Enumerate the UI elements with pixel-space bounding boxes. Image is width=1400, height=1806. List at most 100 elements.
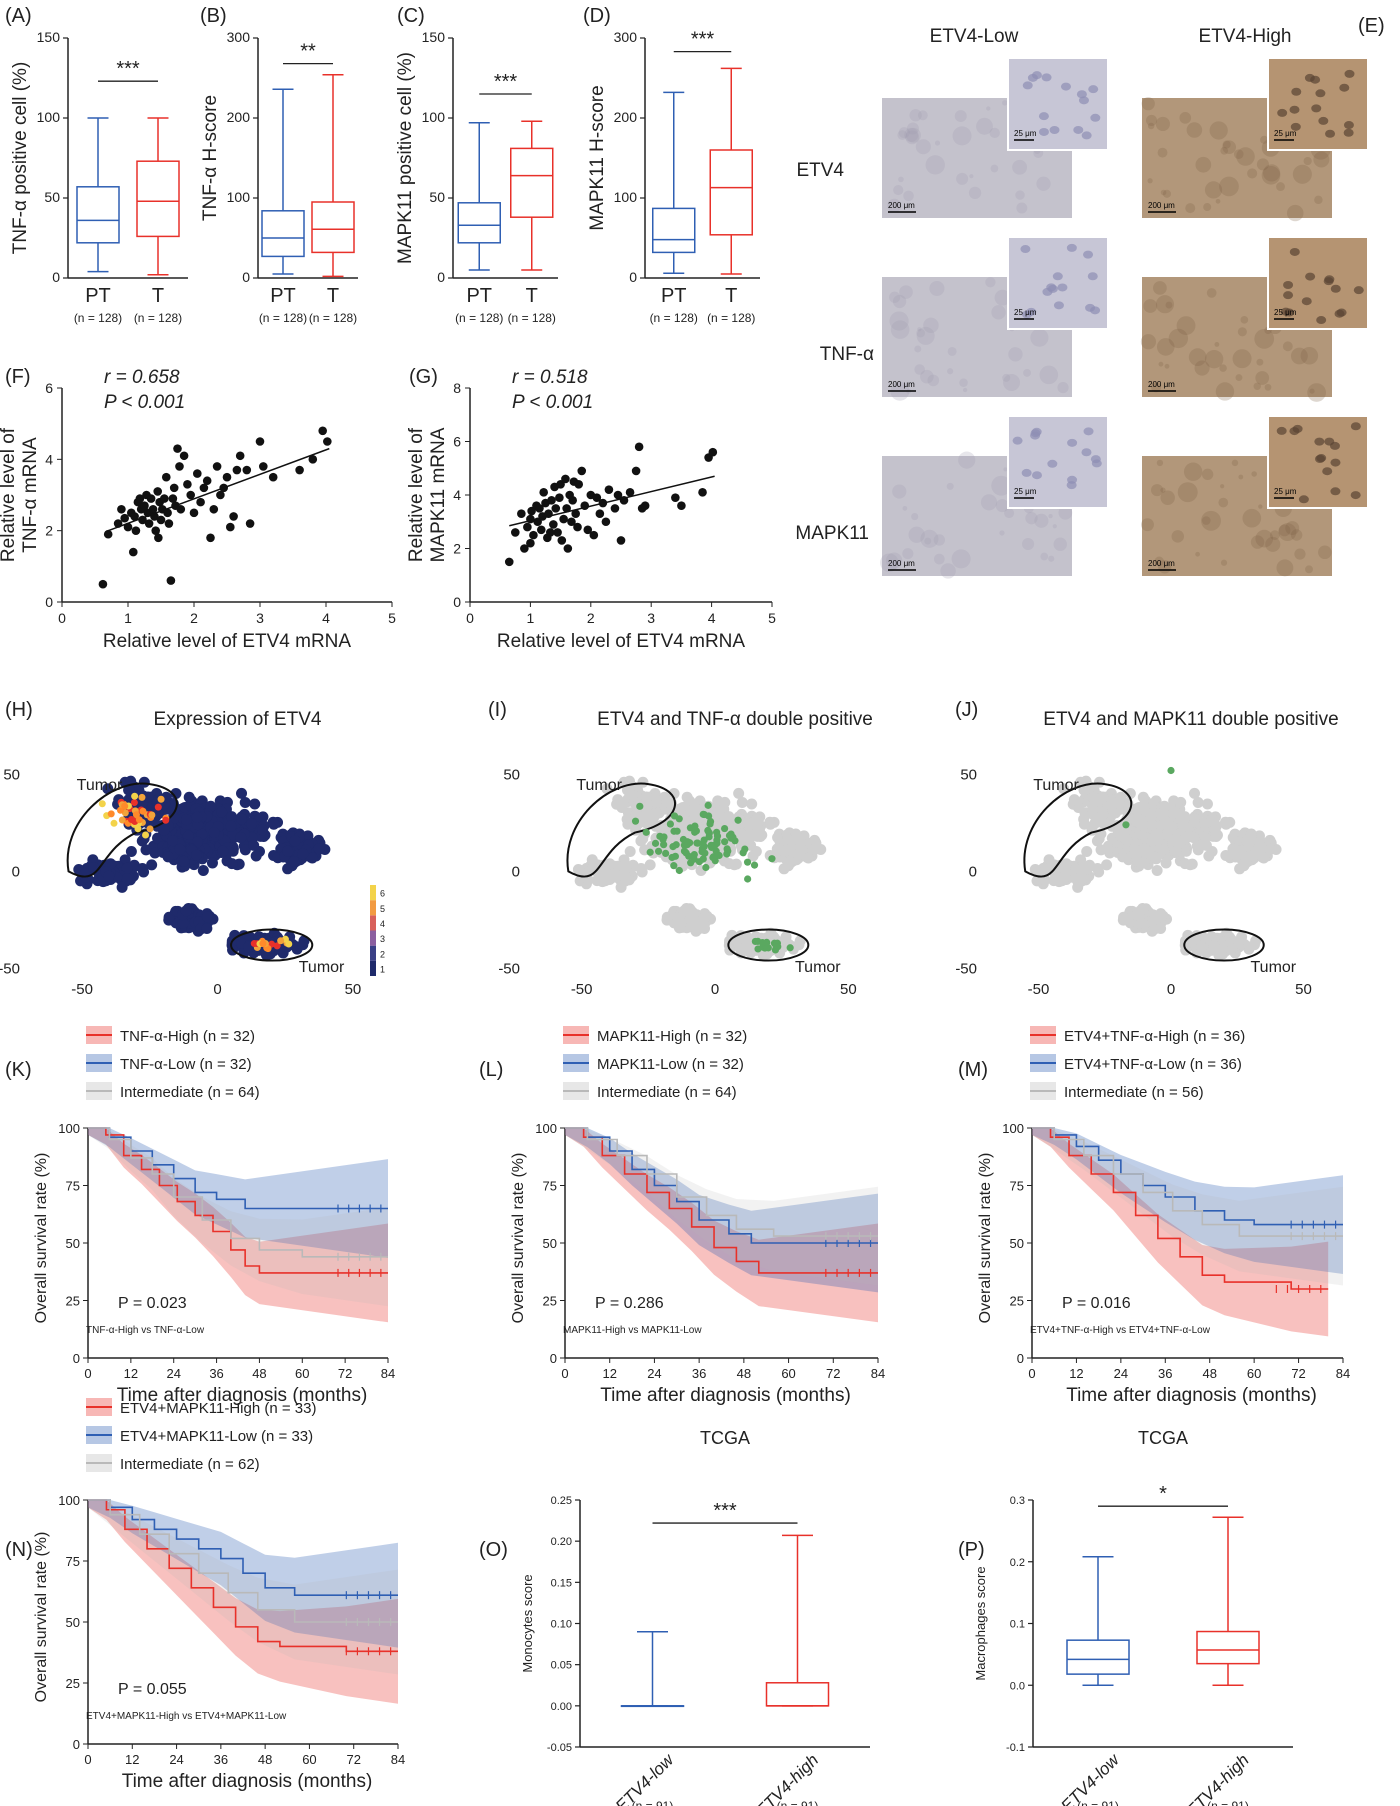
x-tick-label: 60 <box>302 1752 316 1767</box>
data-point <box>561 474 570 484</box>
cell-point <box>1113 824 1125 836</box>
cell-point <box>740 941 752 953</box>
ihc-texture <box>1294 548 1306 560</box>
cell-point <box>182 830 194 842</box>
x-tick-label: 72 <box>826 1366 840 1381</box>
cell-point <box>586 854 598 866</box>
r-label: r = 0.658 <box>104 367 180 388</box>
ihc-nucleus <box>1316 316 1327 325</box>
chart-K: (K) 0 25 50 75 100 0 12 24 36 48 60 72 84 Time after d… <box>5 1026 395 1406</box>
ihc-texture <box>1052 524 1057 529</box>
cell-point <box>1265 843 1277 855</box>
ihc-texture <box>899 285 913 299</box>
ihc-column-high: ETV4-High <box>1199 26 1292 47</box>
data-point <box>677 501 686 511</box>
ihc-texture <box>916 326 935 345</box>
ihc-texture <box>1201 468 1214 480</box>
cell-point <box>226 811 238 823</box>
data-point <box>268 472 278 482</box>
x-tick-label: 12 <box>124 1366 138 1381</box>
ihc-texture <box>956 172 969 185</box>
data-point <box>604 485 614 494</box>
ihc-texture <box>1209 121 1228 140</box>
y-tick-label: 100 <box>1002 1121 1024 1136</box>
cell-point <box>1182 929 1194 941</box>
ihc-texture <box>1206 288 1217 298</box>
region-label: Tumor <box>77 777 123 794</box>
y-tick-label: 0.25 <box>551 1495 572 1507</box>
double-positive-point <box>713 828 721 836</box>
x-tick-label: 84 <box>391 1752 405 1767</box>
expression-point <box>148 811 156 819</box>
data-point <box>179 451 189 461</box>
ihc-texture <box>995 499 1009 513</box>
ihc-texture <box>962 387 968 393</box>
ihc-texture <box>1039 365 1059 385</box>
ihc-nucleus <box>1330 284 1341 293</box>
y-axis-label: Overall survival rate (%) <box>33 1532 50 1703</box>
box-PT <box>76 186 120 244</box>
cell-point <box>1092 863 1104 875</box>
y-tick-label: 50 <box>960 766 977 783</box>
ihc-texture <box>1261 165 1281 185</box>
data-point <box>671 493 680 502</box>
y-tick-label: 200 <box>614 109 638 125</box>
ihc-texture <box>1251 471 1257 477</box>
ihc-nucleus <box>1041 73 1052 82</box>
comparison-label: ETV4+TNF-α-High vs ETV4+TNF-α-Low <box>1030 1325 1211 1336</box>
data-point <box>563 544 573 553</box>
data-point <box>209 504 219 514</box>
cell-point <box>747 850 759 862</box>
cell-point <box>123 784 135 796</box>
expression-point <box>135 816 143 824</box>
ihc-texture <box>914 364 925 375</box>
x-tick-label: 48 <box>258 1752 272 1767</box>
cell-point <box>236 787 248 799</box>
ihc-texture <box>1238 474 1244 480</box>
y-tick-label: 0.20 <box>551 1536 572 1548</box>
chart-M: (M) 0 25 50 75 100 0 12 24 36 48 60 72 84 Time after d… <box>958 1026 1350 1406</box>
data-point <box>156 515 166 525</box>
ihc-texture <box>1183 462 1203 481</box>
ihc-texture <box>1140 334 1156 350</box>
ihc-image-mapk11-high: 25 μm 200 μm <box>1141 415 1369 577</box>
cell-point <box>621 813 633 825</box>
data-point <box>555 493 564 502</box>
y-tick-label: 25 <box>1010 1294 1024 1309</box>
data-point <box>571 509 580 519</box>
ihc-texture <box>1195 551 1200 557</box>
ihc-texture <box>1204 349 1224 369</box>
x-tick-label: T <box>327 285 339 307</box>
ihc-texture <box>1290 529 1303 541</box>
ihc-nucleus <box>1027 73 1038 82</box>
data-point <box>130 512 139 521</box>
expression-point <box>127 815 135 823</box>
colorbar-tick: 5 <box>380 904 385 914</box>
legend-label: MAPK11-High (n = 32) <box>597 1028 747 1045</box>
cell-point <box>1258 852 1270 864</box>
n-label: (n = 128) <box>650 311 698 325</box>
scale-label-big: 200 μm <box>888 559 915 568</box>
x-tick-label: 36 <box>209 1366 223 1381</box>
ihc-texture <box>1179 112 1192 124</box>
ihc-nucleus <box>1298 495 1309 504</box>
survival-curve <box>88 1499 398 1596</box>
ihc-nucleus <box>1022 81 1033 90</box>
cell-point <box>174 843 186 855</box>
ihc-texture <box>980 494 998 511</box>
ihc-texture <box>1203 203 1212 212</box>
double-positive-point <box>786 944 794 952</box>
cell-point <box>713 806 725 818</box>
data-point <box>592 493 602 502</box>
data-point <box>631 466 641 476</box>
ihc-nucleus <box>1329 441 1340 450</box>
cell-point <box>726 929 738 941</box>
x-tick-label: 1 <box>124 610 132 626</box>
cell-point <box>1203 850 1215 862</box>
data-point <box>226 522 235 532</box>
confidence-band <box>88 1500 398 1675</box>
data-point <box>199 483 209 493</box>
ihc-nucleus <box>1322 467 1333 476</box>
x-tick-label: 48 <box>1202 1366 1216 1381</box>
